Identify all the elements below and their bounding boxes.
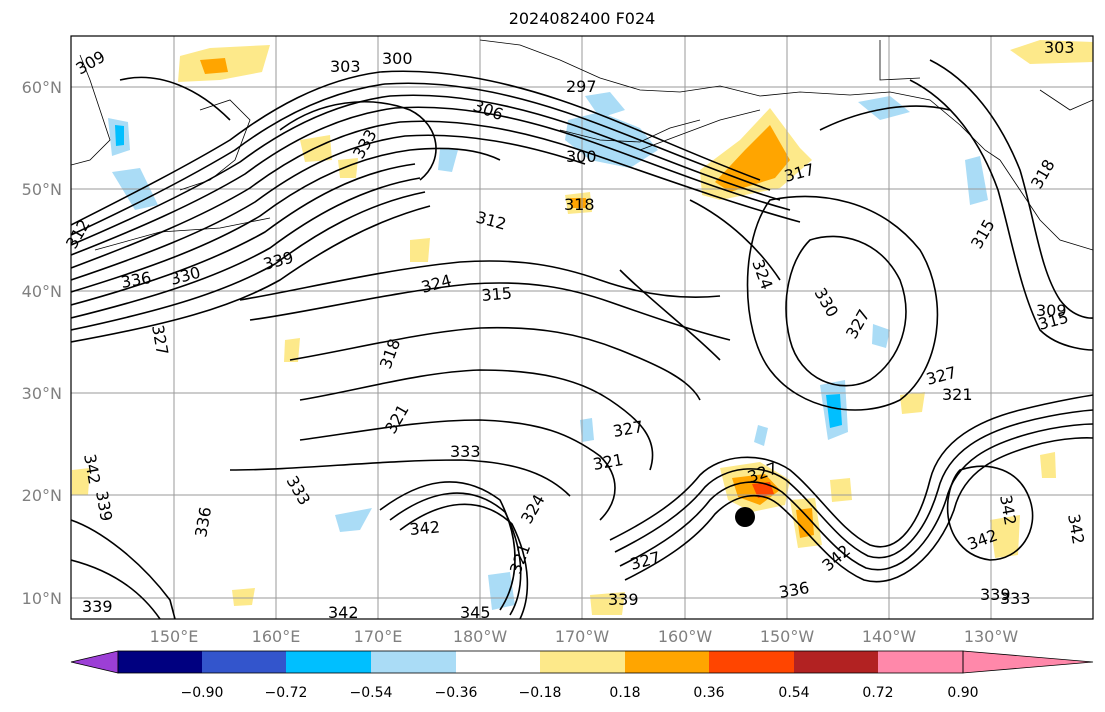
colorbar-extend-left (70, 650, 119, 674)
cyclone-center-marker (735, 507, 755, 527)
lon-label: 150°W (760, 627, 815, 646)
lon-label: 170°E (354, 627, 403, 646)
blue-patch (565, 112, 658, 168)
colorbar-tick: −0.90 (181, 685, 224, 701)
lon-label: 160°W (658, 627, 713, 646)
orange-patch (715, 125, 790, 192)
colorbar-segment (878, 651, 963, 673)
yellow-patch (900, 392, 925, 414)
colorbar-tick: 0.72 (862, 685, 893, 701)
map-plot-area (71, 36, 1093, 619)
lat-label: 10°N (22, 589, 62, 608)
contour-label: 297 (566, 77, 597, 96)
map-title: 2024082400 F024 (508, 9, 656, 28)
yellow-patch (338, 158, 358, 178)
coastlines (71, 39, 1093, 251)
colorbar-extend-right (962, 650, 1094, 674)
latitude-labels: 60°N 50°N 40°N 30°N 20°N 10°N (22, 78, 62, 608)
contour-label: 321 (942, 385, 973, 404)
contour-label: 309 (1036, 301, 1067, 320)
yellow-patch (232, 588, 255, 606)
lon-label: 180°W (453, 627, 508, 646)
contour-label: 339 (980, 585, 1011, 604)
contour-label: 315 (481, 283, 513, 305)
colorbar-segment (371, 651, 456, 673)
colorbar-segment (540, 651, 625, 673)
blue-patch (858, 96, 910, 120)
yellow-patch (990, 515, 1020, 558)
lat-label: 30°N (22, 384, 62, 403)
contour-label-group: 309 303 300 297 306 303 333 300 318 312 … (62, 38, 1088, 622)
contour-label: 342 (328, 603, 359, 622)
lon-label: 160°E (252, 627, 301, 646)
lat-label: 60°N (22, 78, 62, 97)
contour-label: 303 (1044, 38, 1075, 57)
lat-label: 50°N (22, 180, 62, 199)
colorbar: −0.90 −0.72 −0.54 −0.36 −0.18 0.18 0.36 … (70, 650, 1094, 701)
lon-label: 150°E (150, 627, 199, 646)
colorbar-tick: 0.36 (693, 685, 724, 701)
colorbar-tick: 0.18 (609, 685, 640, 701)
blue-patch (826, 394, 842, 428)
colorbar-segment (118, 651, 202, 673)
colorbar-tick: −0.36 (435, 685, 478, 701)
contour-label: 339 (608, 590, 639, 609)
yellow-patch (410, 238, 430, 262)
contour-label: 333 (1000, 589, 1031, 608)
contour-label: 318 (564, 195, 595, 214)
colorbar-tick: 0.54 (778, 685, 809, 701)
blue-patch (754, 425, 768, 446)
colorbar-tick: −0.72 (265, 685, 308, 701)
colorbar-segment (794, 651, 878, 673)
blue-patch (872, 324, 890, 348)
contour-label: 303 (330, 57, 361, 76)
longitude-labels: 150°E 160°E 170°E 180°W 170°W 160°W 150°… (150, 627, 1019, 646)
colorbar-tick: −0.18 (519, 685, 562, 701)
orange-patch (200, 58, 228, 74)
lon-label: 130°W (964, 627, 1019, 646)
contour-label: 333 (450, 442, 481, 461)
contour-label: 300 (566, 147, 597, 166)
contour-label: 300 (382, 49, 413, 68)
colorbar-segment (286, 651, 371, 673)
colorbar-tick: −0.54 (350, 685, 393, 701)
map-frame (70, 35, 1094, 620)
contour-label: 342 (409, 517, 441, 539)
lat-label: 20°N (22, 486, 62, 505)
colorbar-outline (117, 650, 964, 674)
blue-patch (438, 148, 458, 172)
colorbar-segment (709, 651, 794, 673)
yellow-patch (1010, 40, 1093, 64)
blue-patch (580, 418, 594, 442)
red-patch (752, 482, 774, 498)
height-contours (71, 59, 1093, 619)
yellow-patch (1040, 452, 1056, 478)
colorbar-tick-labels: −0.90 −0.72 −0.54 −0.36 −0.18 0.18 0.36 … (181, 685, 979, 701)
blue-patch (488, 572, 515, 610)
blue-patch (115, 125, 124, 146)
blue-patch (335, 508, 372, 532)
lon-label: 140°W (862, 627, 917, 646)
colorbar-segment (202, 651, 286, 673)
contour-label: 345 (460, 603, 491, 622)
colorbar-tick: 0.90 (947, 685, 978, 701)
yellow-patch (300, 135, 332, 162)
blue-patch (965, 156, 988, 205)
blue-patch (585, 92, 625, 118)
colorbar-segment (456, 651, 540, 673)
colorbar-segment (625, 651, 709, 673)
yellow-patch (830, 478, 852, 502)
orange-patch (796, 508, 814, 538)
yellow-patch (72, 468, 90, 495)
contour-label: 339 (82, 597, 113, 616)
yellow-patch (284, 338, 300, 362)
lat-label: 40°N (22, 282, 62, 301)
lon-label: 170°W (555, 627, 610, 646)
